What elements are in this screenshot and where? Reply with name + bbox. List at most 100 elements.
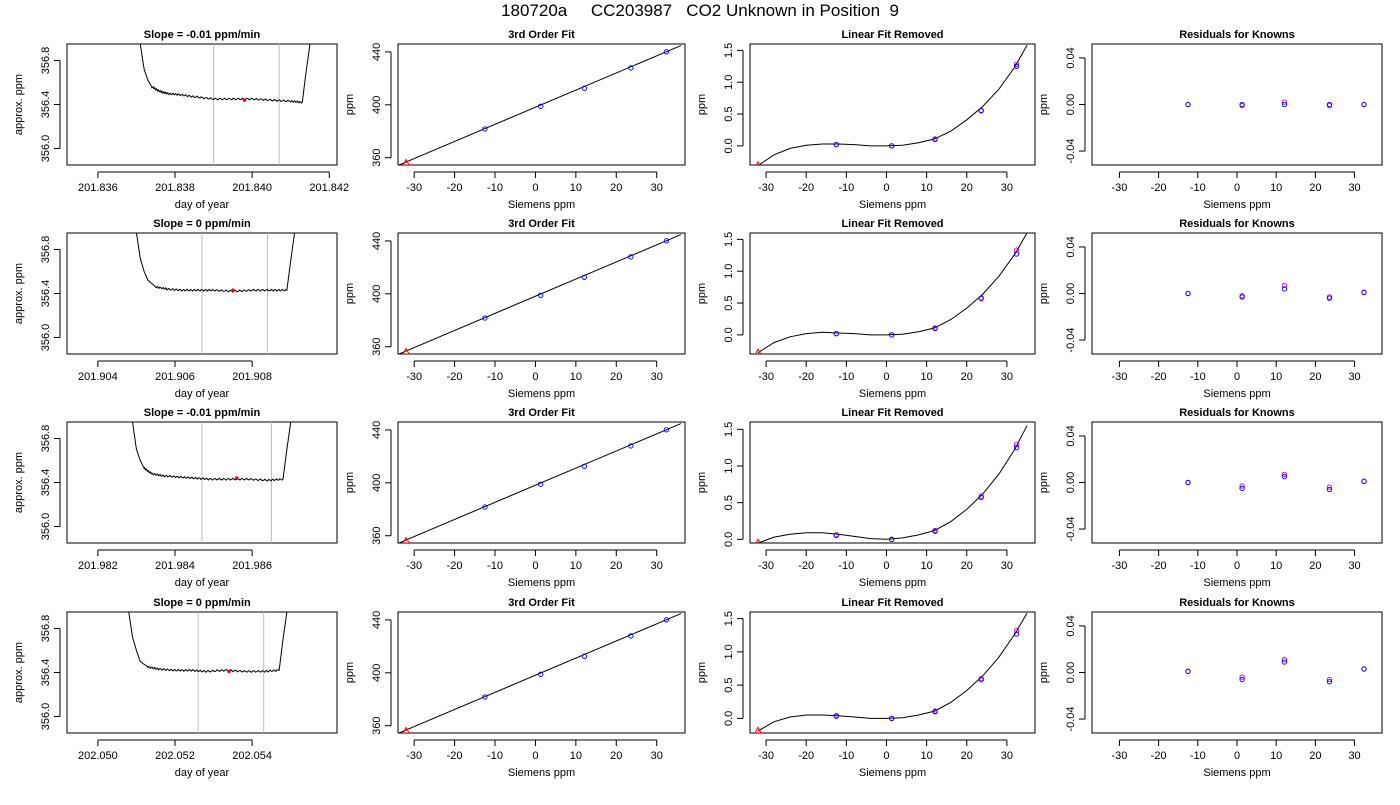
panel-title: Slope = 0 ppm/min bbox=[153, 597, 251, 609]
fit-line bbox=[398, 45, 682, 165]
y-tick-label: 440 bbox=[371, 611, 383, 629]
known-point bbox=[833, 141, 839, 148]
x-tick-label: 201.842 bbox=[309, 182, 349, 194]
known-point-alt bbox=[1281, 282, 1288, 289]
y-tick-label: 1.5 bbox=[723, 43, 735, 58]
panel-r3-c4: Residuals for Knowns -30 -20 -10 0 10 20 30 Siem… bbox=[1038, 407, 1383, 589]
known-point bbox=[663, 617, 670, 623]
plot-area bbox=[398, 234, 682, 354]
known-point bbox=[482, 694, 488, 700]
plot-area bbox=[755, 45, 1028, 165]
plot-frame bbox=[66, 43, 338, 166]
y-tick-label: 400 bbox=[371, 474, 383, 492]
x-tick-label: -30 bbox=[1111, 560, 1127, 572]
y-tick-label: 0.00 bbox=[1065, 283, 1077, 304]
known-point bbox=[833, 713, 839, 719]
known-point bbox=[1361, 666, 1367, 672]
y-tick-label: 400 bbox=[371, 285, 383, 303]
panel-title: Residuals for Knowns bbox=[1179, 597, 1295, 609]
y-tick-label: 1.5 bbox=[723, 422, 735, 437]
x-tick-label: 201.984 bbox=[155, 560, 195, 572]
panel-r1-c2: 3rd Order Fit -30 -20 -10 0 10 20 30 Siemens ppm… bbox=[344, 29, 686, 211]
known-point-alt bbox=[1326, 484, 1333, 490]
plot-area bbox=[132, 422, 292, 543]
plot-frame bbox=[749, 232, 1036, 355]
y-tick-label: 0.00 bbox=[1065, 662, 1077, 683]
y-tick-label: 356.4 bbox=[40, 659, 52, 687]
y-axis-label: ppm bbox=[696, 472, 708, 493]
known-point bbox=[1185, 101, 1191, 108]
x-tick-label: -20 bbox=[798, 182, 814, 194]
x-tick-label: -30 bbox=[758, 750, 774, 762]
plot-area bbox=[135, 233, 296, 354]
plot-area bbox=[398, 45, 682, 165]
x-tick-label: 30 bbox=[1348, 182, 1360, 194]
x-axis-label: Siemens ppm bbox=[508, 388, 575, 400]
panel-title: Slope = -0.01 ppm/min bbox=[144, 29, 261, 41]
fit-curve bbox=[757, 233, 1028, 354]
x-tick-label: -30 bbox=[758, 560, 774, 572]
x-tick-label: 10 bbox=[1270, 750, 1282, 762]
panel-title: Linear Fit Removed bbox=[841, 29, 943, 41]
known-point bbox=[1013, 631, 1020, 637]
known-point bbox=[1326, 486, 1333, 493]
x-tick-label: 10 bbox=[570, 560, 582, 572]
x-tick-label: -20 bbox=[798, 371, 814, 383]
x-tick-label: -10 bbox=[487, 560, 503, 572]
x-axis: -30 -20 -10 0 10 20 30 bbox=[758, 549, 1013, 572]
x-tick-label: -30 bbox=[406, 750, 422, 762]
panel-r1-c4: Residuals for Knowns -30 -20 -10 0 10 20 30 Siem… bbox=[1038, 29, 1383, 211]
y-axis: 356.0 356.4 356.8 bbox=[40, 425, 61, 540]
known-point-alt bbox=[1281, 471, 1288, 478]
x-tick-label: 10 bbox=[1270, 371, 1282, 383]
x-tick-label: -10 bbox=[487, 750, 503, 762]
y-tick-label: 0.04 bbox=[1065, 425, 1077, 446]
plot-area bbox=[398, 613, 682, 733]
y-tick-label: -0.04 bbox=[1065, 138, 1077, 163]
x-tick-label: 30 bbox=[1348, 371, 1360, 383]
known-point bbox=[1361, 289, 1367, 295]
y-tick-label: 356.0 bbox=[40, 135, 52, 163]
fit-curve bbox=[757, 45, 1028, 165]
x-tick-label: -30 bbox=[758, 182, 774, 194]
y-tick-label: 1.0 bbox=[723, 264, 735, 279]
y-axis: -0.04 0.00 0.04 bbox=[1065, 236, 1086, 353]
fit-line bbox=[398, 234, 682, 354]
plot-area bbox=[755, 425, 1028, 543]
known-point bbox=[628, 633, 634, 639]
y-axis: -0.04 0.00 0.04 bbox=[1065, 47, 1086, 164]
known-point bbox=[663, 49, 670, 55]
mean-marker bbox=[234, 476, 239, 480]
x-tick-label: 201.904 bbox=[78, 371, 118, 383]
x-tick-label: 20 bbox=[1309, 750, 1321, 762]
x-tick-label: 10 bbox=[570, 750, 582, 762]
known-point bbox=[482, 504, 488, 510]
y-tick-label: 0.5 bbox=[723, 495, 735, 510]
y-tick-label: 356.8 bbox=[40, 615, 52, 643]
x-axis-label: Siemens ppm bbox=[508, 577, 575, 589]
x-tick-label: -20 bbox=[1151, 182, 1167, 194]
plot-frame bbox=[397, 43, 686, 166]
x-tick-label: -10 bbox=[1190, 750, 1206, 762]
x-tick-label: 30 bbox=[651, 182, 663, 194]
y-tick-label: 0.0 bbox=[723, 327, 735, 342]
y-axis: 356.0 356.4 356.8 bbox=[40, 615, 61, 730]
y-tick-label: 356.4 bbox=[40, 469, 52, 497]
x-tick-label: 0 bbox=[532, 560, 538, 572]
x-axis-label: Siemens ppm bbox=[1203, 577, 1270, 589]
known-point bbox=[932, 136, 938, 143]
x-axis: -30 -20 -10 0 10 20 30 bbox=[1111, 549, 1361, 572]
y-tick-label: 0.04 bbox=[1065, 47, 1077, 68]
x-axis-label: day of year bbox=[175, 577, 230, 589]
mean-marker bbox=[231, 288, 235, 293]
x-tick-label: 20 bbox=[610, 182, 622, 194]
x-tick-label: -10 bbox=[1190, 371, 1206, 383]
y-tick-label: 360 bbox=[371, 338, 383, 356]
y-tick-label: 400 bbox=[371, 96, 383, 114]
known-point bbox=[1281, 101, 1288, 108]
panel-title: 3rd Order Fit bbox=[508, 597, 575, 609]
y-axis: 356.0 356.4 356.8 bbox=[40, 236, 61, 351]
known-point bbox=[978, 108, 984, 114]
y-axis-label: ppm bbox=[344, 94, 356, 115]
